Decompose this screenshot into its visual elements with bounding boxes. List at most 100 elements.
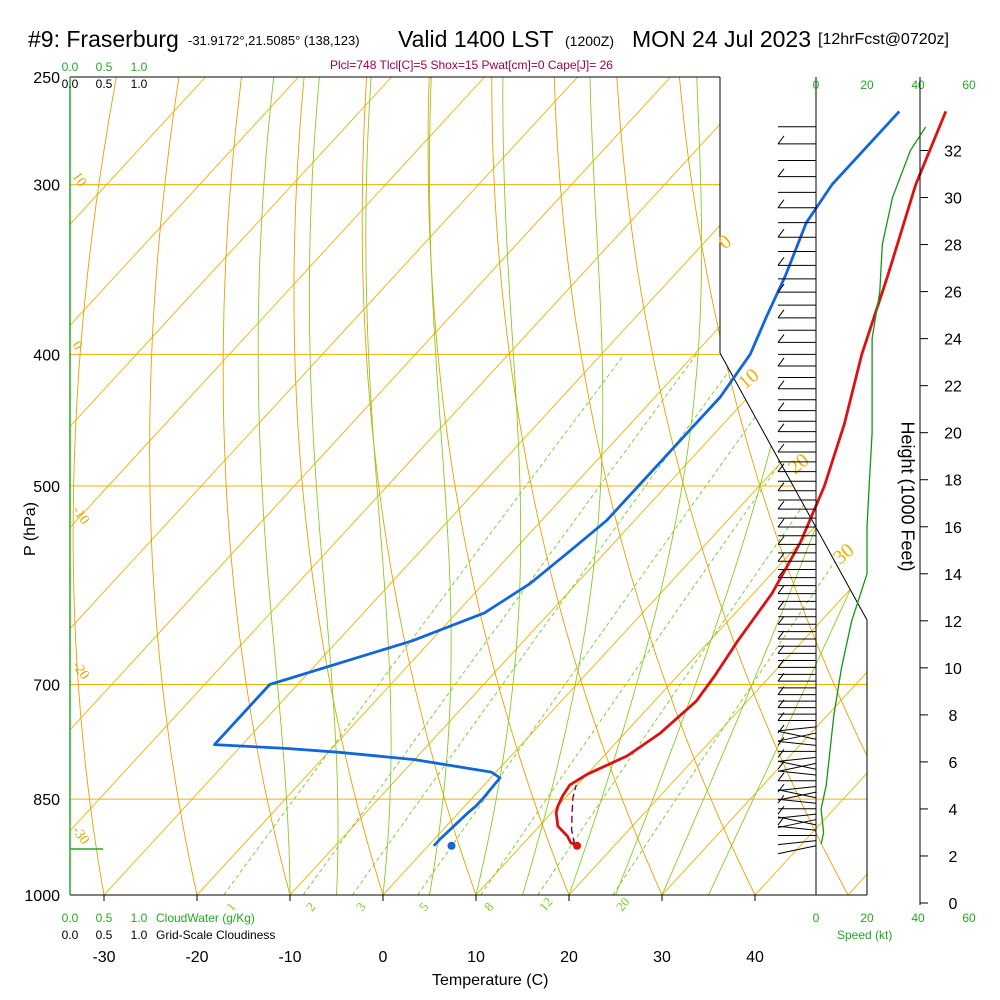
cloudiness-top-tick-0: 0.0 bbox=[62, 77, 79, 91]
height-tick-12: 12 bbox=[944, 614, 962, 631]
mixing-ratio-label-8: 8 bbox=[481, 899, 497, 914]
dewpoint-line bbox=[213, 110, 901, 847]
height-tick-18: 18 bbox=[944, 473, 962, 490]
wind-barb bbox=[777, 740, 817, 746]
height-tick-0: 0 bbox=[949, 896, 958, 913]
wind-barbs bbox=[777, 126, 817, 855]
dry-adiabat-20 bbox=[427, 77, 570, 895]
wind-barb-feather bbox=[777, 772, 785, 782]
valid-date: MON 24 Jul 2023 bbox=[632, 26, 811, 52]
isotherm--50 bbox=[70, 77, 671, 895]
x-tick-20: 20 bbox=[560, 949, 578, 966]
wind-speed-top-tick-0: 0 bbox=[813, 78, 820, 92]
wind-barb bbox=[777, 726, 817, 732]
wind-speed-profile bbox=[820, 126, 927, 845]
moist-adiabat-6 bbox=[568, 77, 703, 895]
mixing-ratio-label-5: 5 bbox=[416, 899, 432, 914]
height-tick-28: 28 bbox=[944, 238, 962, 255]
mixing-ratio-1 bbox=[223, 354, 625, 895]
surface-dewpoint-dot bbox=[447, 841, 456, 850]
cloudwater-bottom-tick-2: 1.0 bbox=[131, 911, 148, 925]
dry-adiabat-label--20: -20 bbox=[69, 659, 92, 683]
dry-adiabat-label-10: 10 bbox=[69, 170, 89, 190]
dry-adiabat-10 bbox=[361, 77, 477, 895]
cloudiness-top-tick-2: 1.0 bbox=[131, 77, 148, 91]
dry-adiabat--10 bbox=[222, 77, 291, 895]
wind-barb-feather bbox=[777, 500, 785, 510]
isotherm-0 bbox=[382, 77, 867, 895]
isotherm--60 bbox=[70, 77, 578, 895]
wind-barb-feather bbox=[777, 463, 785, 472]
wind-barb-feather bbox=[777, 552, 785, 562]
cloudwater-bottom-tick-1: 0.5 bbox=[96, 911, 113, 925]
cloudwater-top-tick-1: 0.5 bbox=[96, 60, 113, 74]
wind-barb-feather bbox=[777, 615, 785, 625]
wind-barb bbox=[777, 770, 817, 776]
wind-barb-feather bbox=[777, 569, 785, 578]
background-lines bbox=[70, 77, 867, 895]
wind-speed-bottom-tick-0: 0 bbox=[813, 911, 820, 925]
wind-barb-feather bbox=[777, 760, 785, 770]
isotherm--40 bbox=[70, 77, 764, 895]
cloudiness-top-tick-1: 0.5 bbox=[96, 77, 113, 91]
wind-barb bbox=[777, 816, 817, 826]
cloudiness-axis-label: Grid-Scale Cloudiness bbox=[156, 928, 275, 942]
station-coords: -31.9172°,21.5085° (138,123) bbox=[188, 33, 360, 48]
wind-barb bbox=[777, 762, 817, 772]
height-tick-2: 2 bbox=[949, 849, 958, 866]
pressure-tick-300: 300 bbox=[33, 178, 60, 195]
moist-adiabat-0 bbox=[257, 77, 291, 895]
wind-barb bbox=[777, 825, 817, 831]
utc-time: (1200Z) bbox=[565, 33, 615, 49]
wind-barb bbox=[777, 840, 817, 846]
height-tick-24: 24 bbox=[944, 332, 962, 349]
wind-barb-feather bbox=[777, 724, 785, 734]
wind-barb-feather bbox=[777, 257, 785, 266]
wind-barb-feather bbox=[777, 168, 785, 177]
wind-barb-feather bbox=[777, 600, 785, 610]
moist-adiabat-8 bbox=[661, 77, 867, 895]
frame-diagonal bbox=[719, 352, 868, 621]
wind-barb-feather bbox=[777, 357, 785, 367]
wind-barb-feather bbox=[777, 402, 785, 411]
wind-barb bbox=[777, 819, 817, 829]
pressure-tick-400: 400 bbox=[33, 347, 60, 364]
wind-barb bbox=[777, 845, 817, 855]
mixing-ratio-8 bbox=[480, 354, 858, 895]
wind-barb-feather bbox=[777, 518, 785, 528]
wind-speed-bottom-tick-20: 20 bbox=[860, 911, 874, 925]
mixing-ratio-label-12: 12 bbox=[536, 894, 556, 914]
wind-speed-bottom-tick-60: 60 bbox=[962, 911, 976, 925]
wind-speed-axis-label: Speed (kt) bbox=[837, 928, 893, 942]
dry-adiabat-0 bbox=[293, 77, 384, 895]
dry-adiabat--20 bbox=[149, 77, 198, 895]
wind-barb bbox=[777, 789, 817, 799]
x-tick-0: 0 bbox=[379, 949, 388, 966]
height-tick-30: 30 bbox=[944, 191, 962, 208]
forecast-label: [12hrFcst@0720z] bbox=[818, 31, 949, 48]
wind-barb-feather bbox=[777, 443, 785, 453]
height-tick-14: 14 bbox=[944, 567, 962, 584]
dry-adiabat-90 bbox=[866, 77, 867, 895]
wind-barb bbox=[777, 791, 817, 801]
pressure-tick-700: 700 bbox=[33, 678, 60, 695]
wind-barb-feather bbox=[777, 536, 785, 545]
height-tick-16: 16 bbox=[944, 520, 962, 537]
height-tick-26: 26 bbox=[944, 285, 962, 302]
isotherm--90 bbox=[70, 77, 299, 895]
isotherm--70 bbox=[70, 77, 485, 895]
isotherm-50 bbox=[847, 77, 867, 895]
mixing-ratio-20 bbox=[612, 354, 867, 895]
isotherm-label-30: 30 bbox=[829, 539, 858, 569]
wind-speed-top-tick-40: 40 bbox=[911, 78, 925, 92]
wind-barb-feather bbox=[777, 630, 785, 640]
x-axis-label: Temperature (C) bbox=[432, 972, 549, 989]
pressure-tick-850: 850 bbox=[33, 792, 60, 809]
mixing-ratio-5 bbox=[417, 354, 801, 895]
valid-time: Valid 1400 LST bbox=[398, 26, 554, 52]
wind-barb-feather bbox=[777, 749, 785, 758]
moist-adiabat-9 bbox=[708, 77, 867, 895]
cloudwater-top-tick-0: 0.0 bbox=[62, 60, 79, 74]
x-tick--20: -20 bbox=[185, 949, 208, 966]
isotherm-label-0: 0 bbox=[714, 231, 736, 254]
